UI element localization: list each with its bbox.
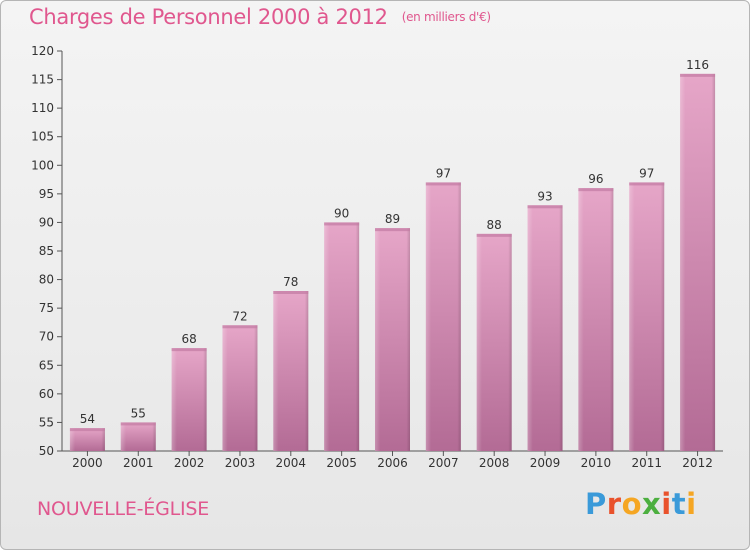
bar-cap [120, 422, 156, 426]
bar-shading [171, 348, 207, 451]
chart-title: Charges de Personnel 2000 à 2012 (en mill… [29, 5, 491, 29]
bar-shading [425, 182, 461, 451]
data-label: 72 [232, 309, 247, 323]
y-tick-label: 100 [31, 158, 54, 172]
y-tick-label: 50 [39, 444, 54, 458]
data-label: 54 [80, 412, 95, 426]
bar-cap [425, 182, 461, 186]
bar-shading [629, 182, 665, 451]
x-tick-label: 2011 [631, 456, 662, 470]
proxiti-logo[interactable]: Proxiti [585, 487, 697, 521]
bar-cap [222, 325, 258, 329]
x-tick-label: 2012 [682, 456, 713, 470]
bar-shading [120, 422, 156, 451]
bar-shading [273, 291, 309, 451]
chart-title-text: Charges de Personnel 2000 à 2012 [29, 5, 388, 29]
data-label: 97 [639, 166, 654, 180]
logo-letter: x [642, 487, 662, 521]
bar-shading [222, 325, 258, 451]
y-tick-label: 70 [39, 330, 54, 344]
bar-cap [324, 222, 360, 226]
y-tick-label: 85 [39, 244, 54, 258]
logo-letter: P [585, 487, 607, 521]
x-tick-label: 2003 [225, 456, 256, 470]
logo-letter: r [606, 487, 622, 521]
bar-cap [273, 291, 309, 294]
data-label: 93 [537, 189, 552, 203]
bar-cap [527, 205, 563, 209]
logo-letter: t [671, 487, 687, 521]
logo-letter: i [661, 487, 672, 521]
bar-cap [375, 228, 410, 232]
x-tick-label: 2005 [326, 456, 357, 470]
y-tick-label: 120 [31, 44, 54, 58]
bar-cap [578, 188, 614, 192]
bar-cap [476, 233, 512, 237]
bar-shading [375, 228, 410, 451]
logo-letter: o [621, 487, 643, 521]
data-label: 78 [283, 275, 298, 289]
bar-shading [69, 428, 105, 451]
x-tick-label: 2002 [174, 456, 205, 470]
commune-name: NOUVELLE-ÉGLISE [37, 498, 210, 520]
bar-cap [69, 428, 105, 432]
x-tick-label: 2007 [428, 456, 459, 470]
y-tick-label: 55 [39, 415, 54, 429]
y-tick-label: 65 [39, 358, 54, 372]
data-label: 97 [436, 166, 451, 180]
data-label: 55 [131, 406, 146, 420]
data-label: 116 [686, 58, 709, 72]
data-label: 88 [487, 218, 502, 232]
logo-letter: i [686, 487, 697, 521]
x-tick-label: 2008 [479, 456, 510, 470]
data-label: 96 [588, 172, 603, 186]
y-tick-label: 95 [39, 187, 54, 201]
x-tick-label: 2010 [581, 456, 612, 470]
x-tick-label: 2009 [530, 456, 561, 470]
data-label: 68 [181, 332, 196, 346]
y-tick-label: 115 [31, 73, 54, 87]
data-label: 90 [334, 206, 349, 220]
chart-subtitle: (en milliers d'€) [401, 10, 491, 24]
y-tick-label: 80 [39, 273, 54, 287]
y-tick-label: 75 [39, 301, 54, 315]
y-tick-label: 105 [31, 130, 54, 144]
y-tick-label: 110 [31, 101, 54, 115]
x-tick-label: 2004 [276, 456, 307, 470]
bar-shading [527, 205, 563, 451]
bar-shading [578, 188, 614, 451]
bar-cap [629, 182, 665, 186]
bar-shading [324, 222, 360, 451]
data-label: 89 [385, 212, 400, 226]
bar-cap [171, 348, 207, 352]
y-tick-label: 90 [39, 215, 54, 229]
x-tick-label: 2006 [377, 456, 408, 470]
y-tick-label: 60 [39, 387, 54, 401]
x-tick-label: 2000 [72, 456, 103, 470]
bar-cap [680, 73, 716, 77]
bar-shading [476, 233, 512, 451]
bar-shading [680, 73, 716, 451]
x-tick-label: 2001 [123, 456, 154, 470]
